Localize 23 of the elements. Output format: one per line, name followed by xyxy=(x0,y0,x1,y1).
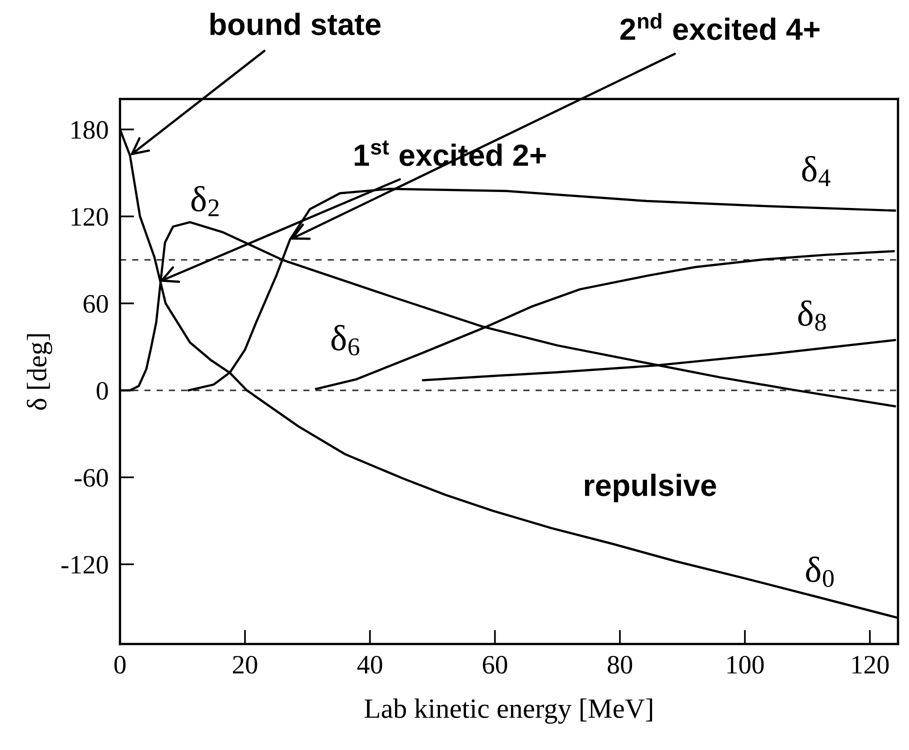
series-label: δ$_{2}$ xyxy=(191,186,219,216)
x-tick-label: 80 xyxy=(608,656,632,674)
y-tick-label: 120 xyxy=(72,208,108,226)
x-tick-label: 100 xyxy=(727,656,764,674)
series-label: δ$_{4}$ xyxy=(802,156,830,186)
series-label: δ$_{6}$ xyxy=(331,324,360,356)
y-tick-label: -120 xyxy=(62,556,108,574)
series-label: δ$_{0}$ xyxy=(806,556,834,588)
y-axis-title: δ [deg] xyxy=(26,334,52,410)
y-tick-label: 60 xyxy=(84,294,108,313)
x-tick-label: 120 xyxy=(852,656,889,674)
annotation: repulsive xyxy=(584,474,716,502)
annotation: 2$^{nd}$ excited 4+ xyxy=(620,13,820,40)
x-tick-label: 40 xyxy=(357,656,382,674)
x-tick-label: 20 xyxy=(232,656,258,674)
y-tick-label: 0 xyxy=(96,382,108,400)
x-tick-label: 60 xyxy=(482,656,508,674)
series-label: δ$_{8}$ xyxy=(798,300,826,331)
x-tick-label: 0 xyxy=(114,656,126,674)
y-tick-label: 180 xyxy=(72,121,108,139)
y-tick-label: -60 xyxy=(74,468,108,487)
annotation: bound state xyxy=(210,12,381,36)
x-axis-title: Lab kinetic energy [MeV] xyxy=(364,698,652,724)
